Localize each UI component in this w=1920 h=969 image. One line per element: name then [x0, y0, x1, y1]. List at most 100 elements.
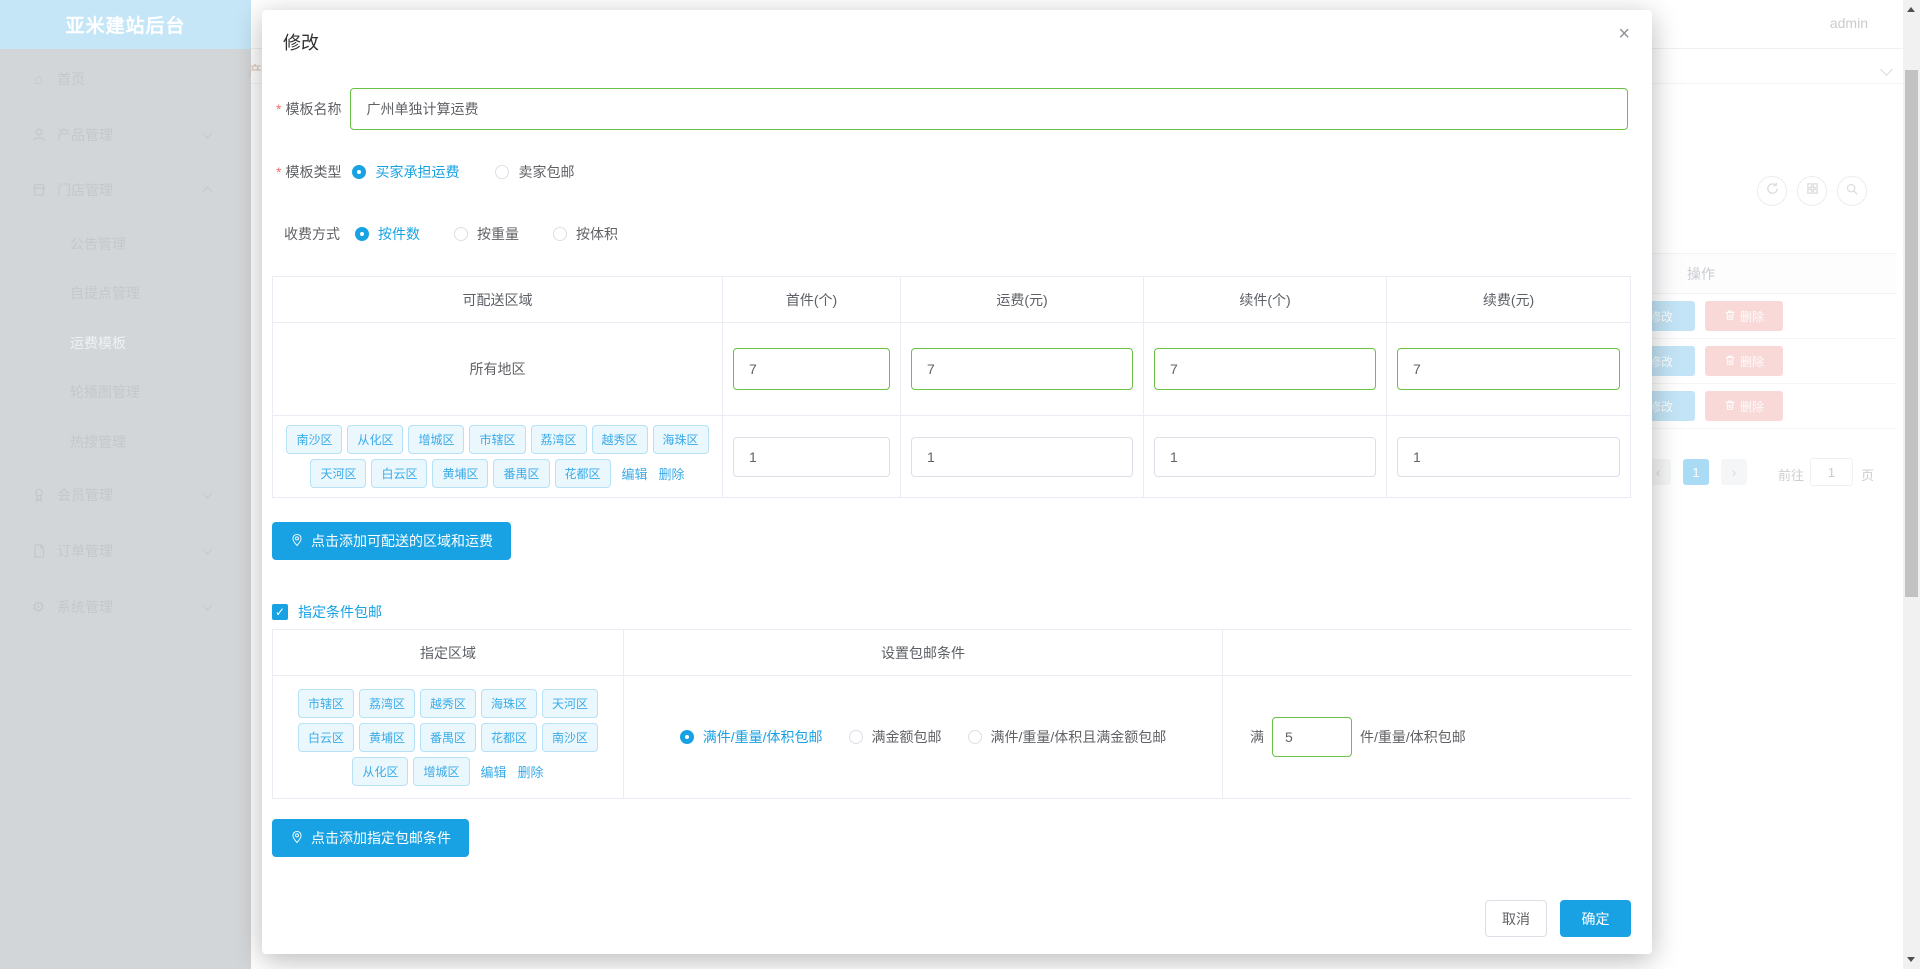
radio-seller-free[interactable]: 卖家包邮: [495, 162, 574, 182]
sidebar-item-shipping-templates[interactable]: 运费模板: [70, 335, 126, 351]
region-tag[interactable]: 花都区: [554, 459, 611, 488]
scrollbar-thumb[interactable]: [1905, 70, 1918, 597]
sidebar-item-system[interactable]: ⚙ 系统管理: [0, 587, 251, 627]
scroll-down-arrow-icon[interactable]: [1907, 957, 1915, 962]
next-fee-input[interactable]: [1397, 348, 1620, 390]
sidebar-item-carousel[interactable]: 轮播图管理: [70, 384, 140, 400]
fee-input[interactable]: [911, 348, 1133, 390]
column-header: 指定区域: [273, 630, 624, 676]
dialog-title: 修改: [283, 33, 319, 53]
template-name-input[interactable]: [350, 88, 1629, 130]
pagination-next-button[interactable]: ›: [1721, 459, 1747, 485]
pagination-goto-input[interactable]: [1810, 458, 1853, 486]
next-piece-input[interactable]: [1154, 348, 1376, 390]
edit-regions-link[interactable]: 编辑: [621, 467, 648, 482]
region-tag[interactable]: 市辖区: [297, 688, 354, 718]
first-piece-input[interactable]: [733, 348, 890, 390]
next-fee-cell: [1387, 416, 1630, 497]
radio-unselected-icon: [495, 165, 510, 179]
density-button[interactable]: [1797, 176, 1827, 206]
region-tag[interactable]: 南沙区: [542, 722, 599, 752]
radio-unselected-icon: [848, 730, 863, 744]
region-tag[interactable]: 荔湾区: [530, 425, 587, 454]
region-tag[interactable]: 从化区: [352, 756, 409, 786]
cancel-button[interactable]: 取消: [1485, 900, 1547, 937]
checkbox-checked-icon[interactable]: ✓: [272, 604, 288, 620]
search-button[interactable]: [1837, 176, 1867, 206]
condition-type-cell: 满件/重量/体积包邮 满金额包邮 满件/重量/体积且满金额包邮: [624, 676, 1223, 798]
refresh-button[interactable]: [1757, 176, 1787, 206]
radio-piece-and-amount-free[interactable]: 满件/重量/体积且满金额包邮: [967, 727, 1166, 747]
next-fee-input[interactable]: [1397, 436, 1620, 477]
region-tag[interactable]: 白云区: [297, 722, 354, 752]
app-logo-title: 亚米建站后台: [0, 0, 251, 49]
region-tag[interactable]: 市辖区: [469, 425, 526, 454]
next-fee-cell: [1387, 323, 1630, 416]
delete-regions-link[interactable]: 删除: [517, 764, 544, 780]
add-condition-button[interactable]: 点击添加指定包邮条件: [272, 819, 469, 857]
browser-scrollbar[interactable]: [1903, 0, 1920, 969]
radio-by-weight[interactable]: 按重量: [454, 224, 519, 244]
sidebar-item-products[interactable]: 产品管理: [0, 115, 251, 155]
radio-selected-icon: [355, 227, 369, 241]
column-header-empty: [1223, 630, 1632, 676]
chevron-down-icon: [202, 544, 213, 555]
region-tag[interactable]: 天河区: [310, 459, 367, 488]
threshold-input[interactable]: [1272, 717, 1352, 757]
region-tag[interactable]: 花都区: [481, 722, 538, 752]
fee-cell: [901, 416, 1144, 497]
chevron-down-icon: [202, 488, 213, 499]
next-piece-input[interactable]: [1154, 436, 1376, 477]
radio-full-piece-free[interactable]: 满件/重量/体积包邮: [679, 727, 823, 747]
pagination-page-1[interactable]: 1: [1683, 459, 1709, 485]
region-tag[interactable]: 荔湾区: [358, 688, 415, 718]
row-delete-button[interactable]: 删除: [1705, 391, 1783, 421]
region-tag[interactable]: 番禺区: [493, 459, 550, 488]
sidebar-item-members[interactable]: 会员管理: [0, 475, 251, 515]
close-icon[interactable]: ×: [1618, 23, 1630, 45]
user-icon: [30, 127, 47, 144]
region-tag[interactable]: 黄埔区: [432, 459, 489, 488]
column-header: 设置包邮条件: [624, 630, 1223, 676]
conditional-free-shipping-checkbox-row[interactable]: ✓ 指定条件包邮: [272, 602, 382, 622]
region-tag[interactable]: 海珠区: [652, 425, 709, 454]
radio-buyer-pays[interactable]: 买家承担运费: [352, 162, 459, 182]
row-delete-button[interactable]: 删除: [1705, 346, 1783, 376]
edit-regions-link[interactable]: 编辑: [480, 764, 507, 780]
confirm-button[interactable]: 确定: [1560, 900, 1631, 937]
region-tag[interactable]: 番禺区: [419, 722, 476, 752]
region-tag[interactable]: 增城区: [408, 425, 465, 454]
region-tag[interactable]: 增城区: [413, 756, 470, 786]
radio-full-amount-free[interactable]: 满金额包邮: [848, 727, 942, 747]
required-asterisk: *: [276, 164, 282, 180]
gear-icon: ⚙: [31, 599, 46, 616]
radio-by-piece[interactable]: 按件数: [355, 224, 420, 244]
region-tag[interactable]: 越秀区: [591, 425, 648, 454]
row-delete-button[interactable]: 删除: [1705, 301, 1783, 331]
radio-by-volume[interactable]: 按体积: [553, 224, 618, 244]
delete-regions-link[interactable]: 删除: [658, 467, 685, 482]
sidebar-item-hot-search[interactable]: 热搜管理: [70, 434, 126, 450]
award-icon: [30, 487, 47, 504]
fee-input[interactable]: [911, 436, 1133, 477]
first-piece-input[interactable]: [733, 436, 890, 477]
add-region-button[interactable]: 点击添加可配送的区域和运费: [272, 522, 511, 560]
sidebar-item-pickup-points[interactable]: 自提点管理: [70, 285, 140, 301]
next-piece-cell: [1144, 323, 1387, 416]
region-tag[interactable]: 南沙区: [286, 425, 343, 454]
condition-region-cell: 市辖区 荔湾区 越秀区 海珠区 天河区 白云区 黄埔区 番禺区 花都区 南沙区 从化区 增城区 编辑 …: [273, 676, 624, 798]
sidebar-item-stores[interactable]: 门店管理: [0, 170, 251, 210]
region-tag[interactable]: 越秀区: [419, 688, 476, 718]
sidebar-item-orders[interactable]: 订单管理: [0, 531, 251, 571]
sidebar-item-home[interactable]: ⌂ 首页: [0, 59, 251, 99]
user-menu[interactable]: admin: [1829, 15, 1868, 31]
region-tag[interactable]: 白云区: [371, 459, 428, 488]
column-header: 续件(个): [1144, 277, 1387, 323]
location-pin-icon: [290, 830, 304, 847]
region-tag[interactable]: 天河区: [542, 688, 599, 718]
region-tag[interactable]: 海珠区: [481, 688, 538, 718]
region-tag[interactable]: 从化区: [347, 425, 404, 454]
sidebar-item-announcements[interactable]: 公告管理: [70, 236, 126, 252]
scroll-up-arrow-icon[interactable]: [1907, 7, 1915, 12]
region-tag[interactable]: 黄埔区: [358, 722, 415, 752]
